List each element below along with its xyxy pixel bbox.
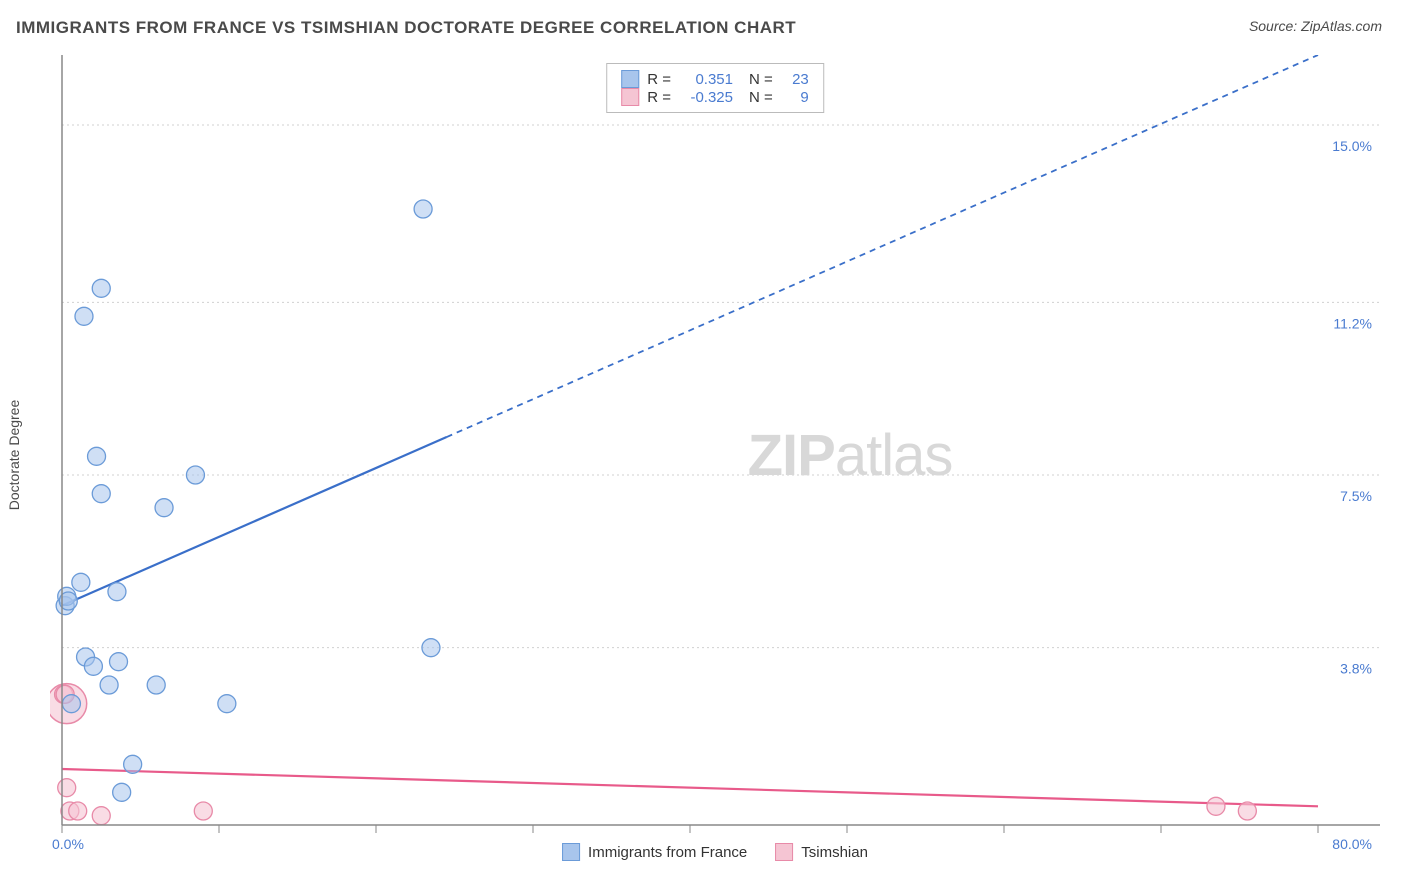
legend-item: Immigrants from France [562, 843, 747, 861]
svg-text:0.0%: 0.0% [52, 836, 84, 852]
n-label: N = [749, 89, 773, 106]
n-label: N = [749, 71, 773, 88]
legend-label: Immigrants from France [588, 844, 747, 861]
watermark: ZIPatlas [748, 423, 953, 488]
n-value: 9 [781, 89, 809, 106]
legend-row: R = -0.325 N = 9 [621, 88, 809, 106]
correlation-legend: R = 0.351 N = 23 R = -0.325 N = 9 [606, 63, 824, 113]
svg-text:80.0%: 80.0% [1332, 836, 1372, 852]
legend-item: Tsimshian [775, 843, 868, 861]
series-legend: Immigrants from France Tsimshian [562, 843, 868, 861]
legend-label: Tsimshian [801, 844, 868, 861]
r-label: R = [647, 71, 671, 88]
svg-text:7.5%: 7.5% [1340, 488, 1372, 504]
y-axis-label: Doctorate Degree [6, 400, 22, 511]
r-value: -0.325 [679, 89, 733, 106]
legend-swatch [775, 843, 793, 861]
legend-swatch [621, 88, 639, 106]
chart-title: IMMIGRANTS FROM FRANCE VS TSIMSHIAN DOCT… [16, 18, 796, 38]
svg-text:11.2%: 11.2% [1333, 315, 1372, 331]
svg-text:15.0%: 15.0% [1332, 138, 1372, 154]
legend-swatch [621, 70, 639, 88]
scatter-plot: ZIPatlas 3.8% 7.5% 11.2% 15.0% 0.0% 80.0% [50, 55, 1380, 855]
n-value: 23 [781, 71, 809, 88]
r-value: 0.351 [679, 71, 733, 88]
r-label: R = [647, 89, 671, 106]
source-label: Source: ZipAtlas.com [1249, 18, 1382, 34]
legend-row: R = 0.351 N = 23 [621, 70, 809, 88]
legend-swatch [562, 843, 580, 861]
plot-container: Doctorate Degree ZIPatlas 3.8%7.5%11.2%1… [50, 55, 1380, 855]
svg-text:3.8%: 3.8% [1340, 661, 1372, 677]
